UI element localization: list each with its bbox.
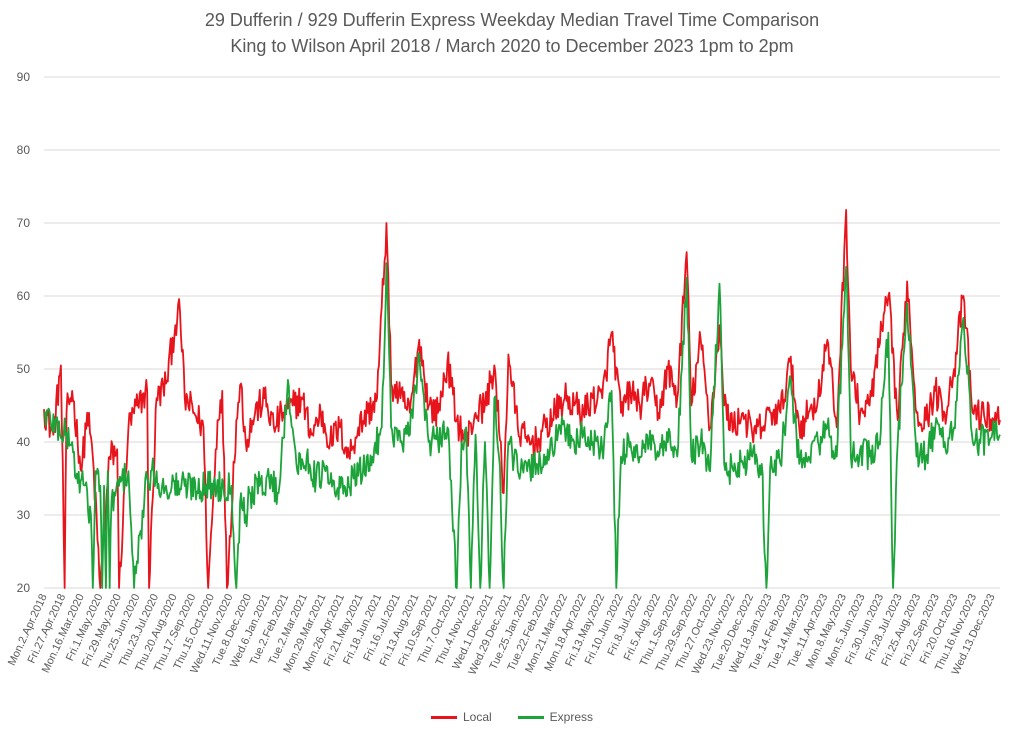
y-tick-label: 50	[17, 362, 31, 376]
legend-swatch-express	[517, 715, 544, 719]
legend-item-express: Express	[517, 710, 594, 724]
y-tick-label: 90	[17, 70, 31, 84]
y-tick-label: 40	[17, 435, 31, 449]
legend-swatch-local	[430, 715, 457, 719]
y-tick-label: 80	[17, 143, 31, 157]
y-tick-label: 20	[17, 581, 31, 595]
y-axis-ticks: 20 30 40 50 60 70 80 90	[17, 70, 31, 595]
series-lines	[43, 208, 1001, 589]
y-tick-label: 70	[17, 216, 31, 230]
legend-label-local: Local	[462, 710, 492, 724]
gridlines	[44, 76, 1000, 589]
y-tick-label: 30	[17, 508, 31, 522]
series-line-local	[43, 208, 1001, 589]
chart-subtitle: King to Wilson April 2018 / March 2020 t…	[230, 36, 794, 56]
series-line-express	[43, 262, 1001, 589]
legend-item-local: Local	[430, 710, 492, 724]
chart-title: 29 Dufferin / 929 Dufferin Express Weekd…	[204, 10, 820, 30]
legend-label-express: Express	[549, 710, 594, 724]
x-axis-ticks: Mon.2.Apr.2018Fri.27.Apr.2018Mon.16.Mar.…	[6, 592, 998, 677]
y-tick-label: 60	[17, 289, 31, 303]
legend: Local Express	[0, 710, 1024, 724]
